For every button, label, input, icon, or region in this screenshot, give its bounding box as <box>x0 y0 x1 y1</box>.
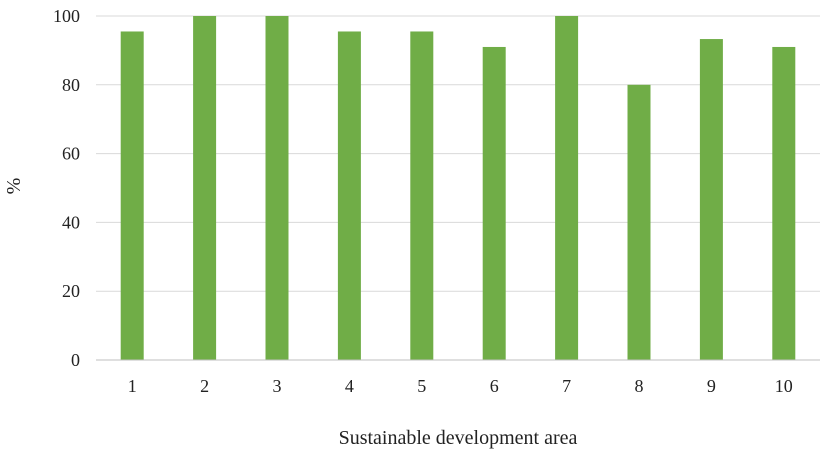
x-tick-label: 7 <box>562 376 571 396</box>
bar-10 <box>772 46 796 361</box>
bars <box>120 16 796 361</box>
x-tick-labels: 1 2 3 4 5 6 7 8 9 10 <box>128 376 793 396</box>
x-tick-label: 9 <box>707 376 716 396</box>
y-tick-label: 20 <box>62 281 80 301</box>
x-tick-label: 8 <box>635 376 644 396</box>
x-tick-label: 5 <box>417 376 426 396</box>
x-tick-label: 1 <box>128 376 137 396</box>
y-tick-label: 40 <box>62 212 80 232</box>
gridlines <box>96 15 820 292</box>
bar-7 <box>555 16 579 360</box>
x-axis-title: Sustainable development area <box>339 427 578 449</box>
x-tick-label: 2 <box>200 376 209 396</box>
bar-6 <box>482 46 506 361</box>
bar-4 <box>337 31 361 360</box>
bar-3 <box>265 16 289 360</box>
y-tick-label: 60 <box>62 144 80 164</box>
y-axis-title: % <box>3 178 25 195</box>
bar-1 <box>120 31 144 360</box>
bar-5 <box>410 31 434 360</box>
bar-2 <box>193 16 217 360</box>
y-tick-labels: 0 20 40 60 80 100 <box>53 6 80 370</box>
y-tick-label: 100 <box>53 6 80 26</box>
x-tick-label: 3 <box>273 376 282 396</box>
x-tick-label: 6 <box>490 376 499 396</box>
x-tick-label: 10 <box>775 376 793 396</box>
bar-8 <box>627 84 651 361</box>
y-tick-label: 0 <box>71 350 80 370</box>
y-tick-label: 80 <box>62 75 80 95</box>
bar-9 <box>699 39 723 360</box>
x-tick-label: 4 <box>345 376 354 396</box>
